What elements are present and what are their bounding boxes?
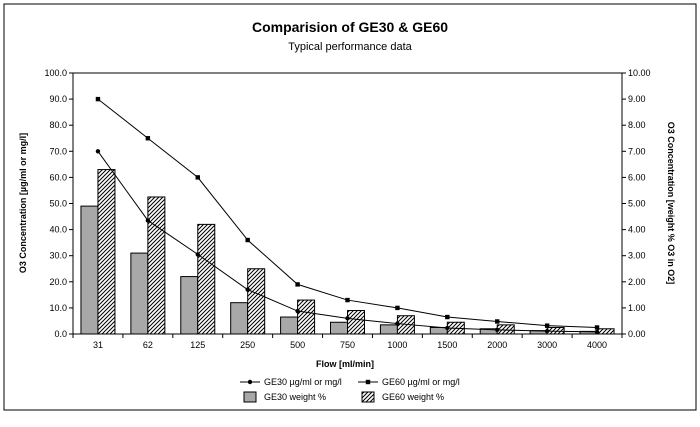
data-point [145,218,151,223]
y-tick-label-right: 3.00 [628,251,646,261]
y-tick-label-left: 20.0 [49,277,67,287]
x-tick-label: 750 [340,340,355,350]
y-tick-label-right: 1.00 [628,303,646,313]
y-tick-label-left: 50.0 [49,199,67,209]
y-tick-label-right: 8.00 [628,120,646,130]
y-axis-label-right: O3 Concentration [weight % O3 in O2] [666,122,676,285]
data-point [395,321,400,326]
y-tick-label-left: 0.0 [54,329,67,339]
data-point [445,325,450,331]
x-tick-label: 31 [93,340,103,350]
legend-label: GE30 weight % [264,392,326,402]
x-tick-label: 3000 [537,340,557,350]
y-axis-label-left: O3 Concentration [µg/ml or mg/l] [18,133,28,273]
data-point [495,319,500,324]
y-tick-label-left: 10.0 [49,303,67,313]
x-tick-label: 4000 [587,340,607,350]
x-tick-label: 1000 [387,340,407,350]
y-tick-label-left: 90.0 [49,94,67,104]
bar [130,252,149,335]
bar [330,321,348,335]
data-point [395,305,400,311]
data-point [544,328,550,334]
bar [197,223,216,335]
data-point [345,316,350,321]
y-tick-label-right: 0.00 [628,329,646,339]
plot-area: 0.0 10.0 20.0 30.0 40.0 50.0 60.0 70.0 80.0 90.0 1… [44,68,650,350]
bar [347,310,365,335]
x-axis-label: Flow [ml/min] [316,359,374,369]
legend-bar-swatch [361,391,375,403]
legend-marker [247,379,253,385]
y-tick-label-left: 100.0 [44,68,67,78]
data-point [594,329,600,335]
bar [180,276,199,335]
bar [596,328,615,335]
bar [297,299,316,335]
legend: GE30 µg/ml or mg/l GE60 µg/ml or mg/l GE30… [240,377,460,403]
y-tick-label-right: 5.00 [628,199,646,209]
y-tick-label-right: 4.00 [628,225,646,235]
bar [247,268,266,335]
bar [230,302,249,335]
data-point [245,237,250,243]
data-point [95,96,101,102]
data-point [295,308,300,314]
x-tick-label: 62 [143,340,153,350]
bar [80,205,99,335]
data-point [195,252,200,257]
bar [429,326,448,335]
data-point [445,314,450,320]
y-tick-label-left: 30.0 [49,251,67,261]
y-tick-label-left: 40.0 [49,225,67,235]
y-tick-label-left: 80.0 [49,120,67,130]
x-tick-label: 500 [290,340,305,350]
data-point [295,282,300,287]
x-tick-label: 2000 [487,340,507,350]
x-tick-label: 250 [240,340,255,350]
legend-label: GE60 µg/ml or mg/l [382,377,460,387]
bar [379,324,398,335]
data-point [195,175,200,180]
y-tick-label-right: 2.00 [628,277,646,287]
data-point [245,287,250,292]
legend-label: GE60 weight % [382,392,444,402]
x-tick-label: 1500 [437,340,457,350]
y-tick-label-left: 70.0 [49,146,67,156]
data-point [594,325,600,330]
legend-bar-swatch [243,391,257,403]
chart-title: Comparision of GE30 & GE60 [252,19,448,35]
chart-frame [3,3,697,411]
y-tick-label-right: 9.00 [628,94,646,104]
legend-label: GE30 µg/ml or mg/l [264,377,342,387]
bar [147,196,166,335]
data-point [345,297,350,303]
legend-marker [365,379,371,385]
data-point [95,149,101,154]
bar [280,316,299,335]
bar [97,169,116,335]
data-point [145,136,151,141]
y-tick-label-right: 6.00 [628,172,646,182]
y-tick-label-right: 7.00 [628,146,646,156]
chart-subtitle: Typical performance data [288,41,412,53]
data-point [495,327,500,333]
x-tick-label: 125 [190,340,205,350]
y-tick-label-right: 10.00 [628,68,651,78]
y-tick-label-left: 60.0 [49,172,67,182]
data-point [544,323,550,328]
